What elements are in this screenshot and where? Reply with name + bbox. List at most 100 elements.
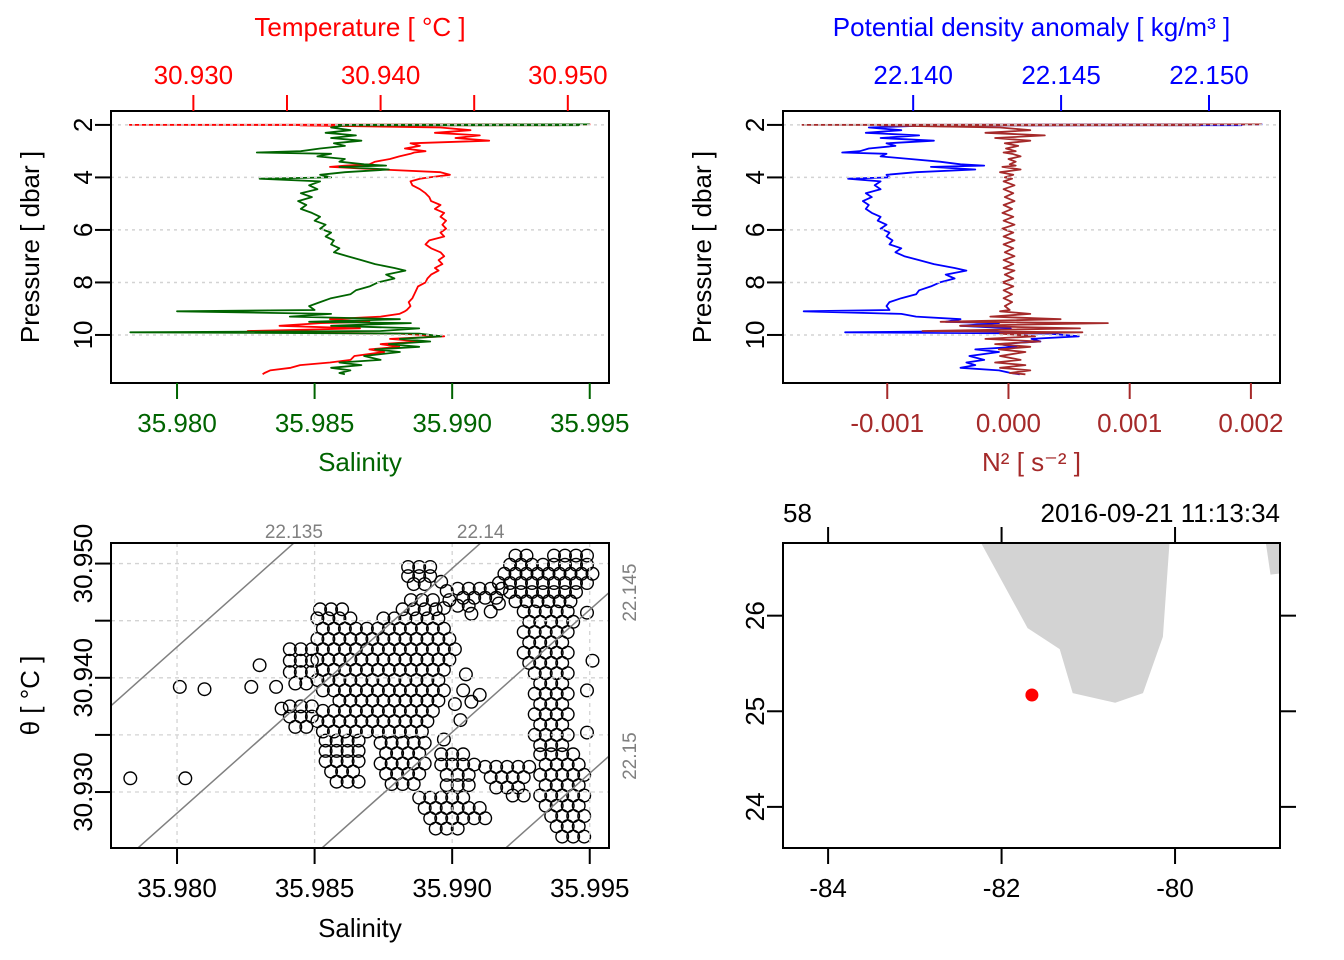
ts-point bbox=[269, 679, 284, 694]
top-axis-tick-label: 30.950 bbox=[528, 60, 608, 90]
y-tick-label: 26 bbox=[740, 601, 770, 630]
ts-point bbox=[329, 774, 344, 789]
timestamp-label: 2016-09-21 11:13:34 bbox=[1041, 498, 1281, 528]
y-tick-label: 2 bbox=[740, 118, 770, 132]
ts-point bbox=[580, 548, 595, 563]
plot-frame bbox=[782, 542, 1281, 849]
ts-point bbox=[461, 767, 476, 782]
map-area bbox=[981, 543, 1280, 703]
ts-point bbox=[489, 780, 504, 795]
ts-point bbox=[580, 725, 595, 740]
ts-point bbox=[536, 576, 551, 591]
x-tick-label: 35.980 bbox=[137, 873, 217, 903]
top-axis-tick-label: 22.145 bbox=[1021, 60, 1101, 90]
y-tick-label: 6 bbox=[68, 223, 98, 237]
ts-point bbox=[428, 821, 443, 836]
ts-point bbox=[514, 576, 529, 591]
ts-point bbox=[425, 593, 440, 608]
ts-point bbox=[552, 594, 567, 609]
ts-point bbox=[395, 777, 410, 792]
station-marker bbox=[1025, 688, 1039, 702]
ts-point bbox=[547, 548, 562, 563]
ts-point bbox=[417, 602, 432, 617]
ts-point bbox=[569, 576, 584, 591]
station-map-panel: -84 -82 -80 24 25 26 58 2016-09-21 11:13:34 bbox=[740, 498, 1296, 903]
ts-point bbox=[439, 584, 454, 599]
ts-point bbox=[491, 596, 506, 611]
ts-point bbox=[456, 747, 471, 762]
isopycnal-line bbox=[504, 755, 609, 848]
ts-point bbox=[406, 777, 421, 792]
density-n2-profile-panel: 2 4 6 8 10 22.140 22.145 22.150 -0.001 0.000 0.001… bbox=[687, 12, 1283, 477]
ts-point bbox=[282, 653, 297, 668]
y-tick-label: 25 bbox=[740, 697, 770, 726]
ts-point bbox=[340, 774, 355, 789]
ts-point bbox=[318, 733, 333, 748]
ts-point bbox=[580, 605, 595, 620]
ts-point bbox=[304, 653, 319, 668]
ts-point bbox=[337, 724, 352, 739]
ts-point bbox=[555, 738, 570, 753]
x-tick-label: 35.985 bbox=[275, 873, 355, 903]
ts-point bbox=[569, 548, 584, 563]
ts-point bbox=[558, 548, 573, 563]
ts-point bbox=[172, 679, 187, 694]
temperature-profile-line bbox=[128, 123, 591, 376]
ts-point bbox=[519, 594, 534, 609]
y-tick-label: 10 bbox=[740, 320, 770, 349]
ts-point bbox=[450, 598, 465, 613]
plot-frame bbox=[110, 110, 610, 384]
ts-point bbox=[304, 699, 319, 714]
y-tick-label: 24 bbox=[740, 792, 770, 821]
salinity-temperature-profile-panel: 2 4 6 8 10 30.930 30.940 30.950 35.980 35.985 35.9… bbox=[15, 12, 630, 477]
top-axis-title: Potential density anomaly [ kg/m³ ] bbox=[833, 12, 1230, 42]
ts-point bbox=[423, 560, 438, 575]
bottom-axis-tick-label: 35.980 bbox=[137, 408, 217, 438]
ts-point bbox=[282, 642, 297, 657]
ts-point bbox=[436, 601, 451, 616]
y-tick-label: 4 bbox=[68, 170, 98, 184]
ts-point bbox=[478, 811, 493, 826]
bottom-axis-tick-label: 35.990 bbox=[412, 408, 492, 438]
plot-frame bbox=[782, 110, 1281, 384]
ts-point bbox=[516, 788, 531, 803]
x-tick-label: -84 bbox=[809, 873, 847, 903]
isopycnal-line bbox=[111, 543, 296, 707]
ts-point bbox=[348, 724, 363, 739]
ts-point bbox=[299, 719, 314, 734]
ts-point bbox=[293, 699, 308, 714]
ts-point bbox=[412, 560, 427, 575]
ts-point bbox=[464, 606, 479, 621]
isopycnal-line bbox=[136, 543, 482, 848]
ts-point bbox=[351, 774, 366, 789]
ts-point bbox=[329, 743, 344, 758]
ts-point bbox=[456, 683, 471, 698]
ts-point bbox=[461, 598, 476, 613]
x-tick-label: 35.990 bbox=[412, 873, 492, 903]
ts-point bbox=[439, 778, 454, 793]
top-axis-title: Temperature [ °C ] bbox=[254, 12, 465, 42]
top-axis-tick-label: 22.140 bbox=[873, 60, 953, 90]
ts-point bbox=[472, 687, 487, 702]
plot-area bbox=[801, 123, 1263, 376]
ts-point bbox=[244, 679, 259, 694]
y-tick-label: 4 bbox=[740, 170, 770, 184]
ts-point bbox=[351, 743, 366, 758]
x-tick-label: -80 bbox=[1156, 873, 1194, 903]
plot-area bbox=[111, 543, 609, 848]
ts-point bbox=[450, 767, 465, 782]
ts-point bbox=[401, 560, 416, 575]
y-axis-title: θ [ °C ] bbox=[15, 656, 45, 736]
ts-point bbox=[458, 667, 473, 682]
ts-point bbox=[315, 724, 330, 739]
ts-point bbox=[335, 602, 350, 617]
ts-point bbox=[288, 719, 303, 734]
isopycnal-line bbox=[320, 591, 609, 848]
ts-point bbox=[544, 738, 559, 753]
ts-point bbox=[178, 771, 193, 786]
ts-point bbox=[447, 697, 462, 712]
ts-point bbox=[197, 682, 212, 697]
isopycnal-label: 22.135 bbox=[265, 522, 323, 543]
plot-frame bbox=[110, 542, 610, 849]
